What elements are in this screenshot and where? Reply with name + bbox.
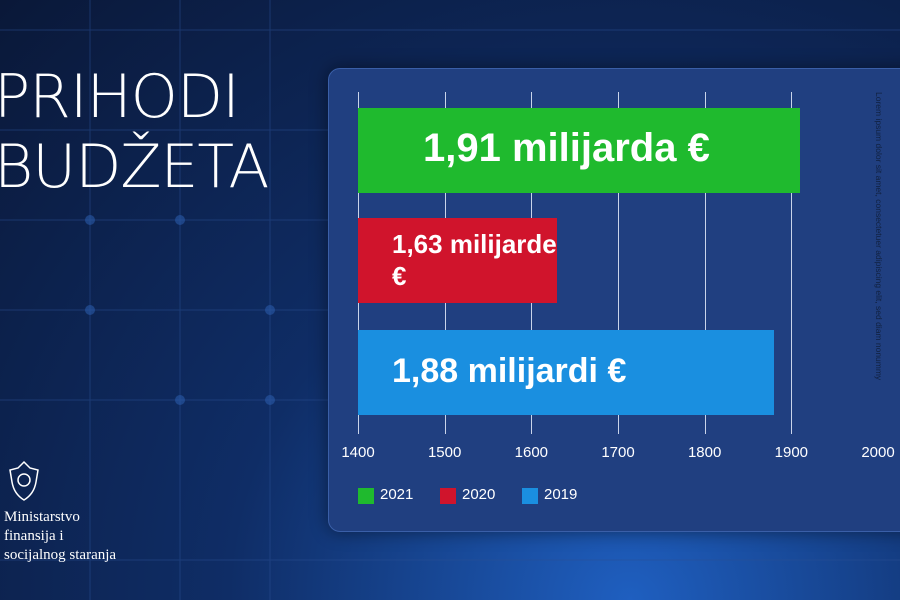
grid-line [704, 92, 706, 434]
legend-label: 2019 [544, 486, 578, 503]
x-tick-label: 1900 [774, 444, 809, 461]
logo-line: socijalnog staranja [4, 547, 117, 563]
legend-swatch [522, 488, 538, 504]
value-label: 1,91 milijarda € [423, 126, 710, 170]
title: PRIHODI BUDŽETA [0, 62, 269, 202]
x-tick-label: 1700 [601, 444, 635, 461]
logo-line: finansija i [4, 528, 64, 544]
x-tick-label: 1600 [514, 444, 549, 461]
title-line: BUDŽETA [0, 132, 269, 202]
legend-label: 2020 [462, 486, 496, 503]
legend-label: 2021 [380, 486, 414, 503]
legend-swatch [358, 488, 374, 504]
value-label: 1,63 milijarde € [392, 229, 557, 291]
legend-swatch [440, 488, 456, 504]
x-tick-label: 2000 [861, 444, 895, 461]
x-tick-label: 1800 [687, 444, 722, 461]
grid-line [791, 92, 793, 434]
grid-line [618, 92, 619, 434]
x-tick-label: 1400 [341, 444, 375, 461]
x-tick-label: 1500 [427, 444, 462, 461]
logo-text: Ministarstvo finansija i socijalnog staran… [4, 508, 116, 565]
bar: 1,88 milijardi € [358, 330, 774, 415]
bar: 1,63 milijarde € [358, 218, 558, 303]
logo-line: Ministarstvo [4, 509, 80, 525]
side-note: Lorem ipsum dolor sit amet, consectetuer… [874, 92, 884, 381]
value-label: 1,88 milijardi € [392, 352, 627, 390]
bar: 1,91 milijarda € [358, 108, 800, 193]
logo-crest [9, 460, 39, 501]
title-line: PRIHODI [0, 62, 240, 132]
